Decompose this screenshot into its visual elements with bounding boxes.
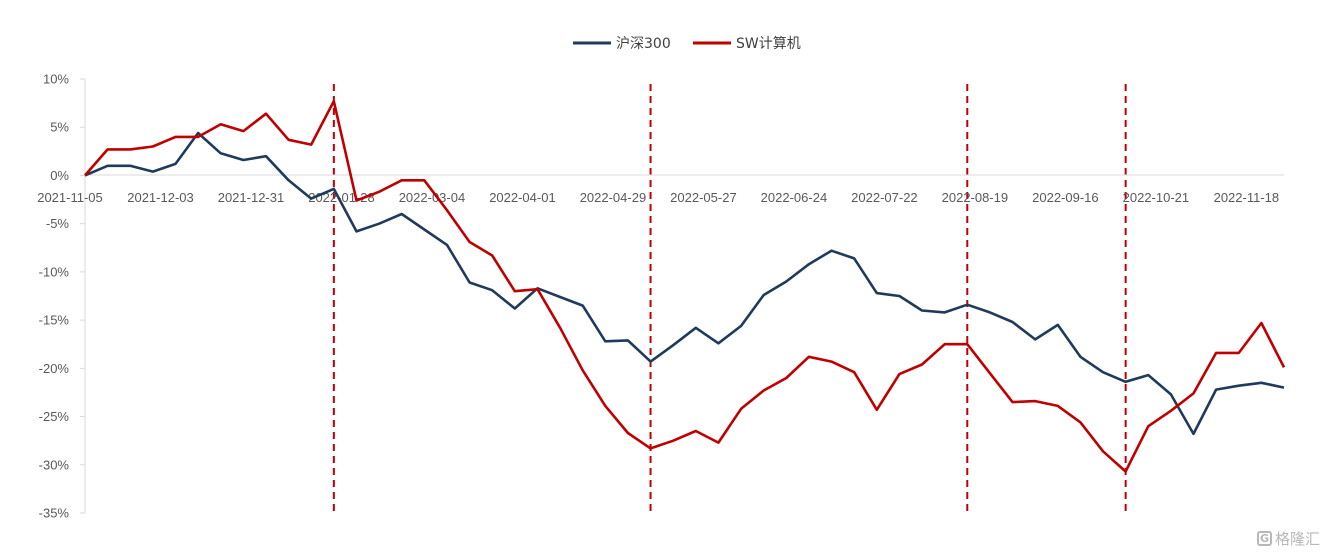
watermark: G 格隆汇 <box>1256 528 1320 549</box>
legend-label-0: 沪深300 <box>616 36 671 52</box>
y-tick-label: -20% <box>39 361 70 376</box>
chart-legend: 沪深300 SW计算机 <box>573 36 801 52</box>
watermark-text: 格隆汇 <box>1274 530 1320 548</box>
x-tick-label: 2021-12-31 <box>218 190 285 205</box>
vertical-markers <box>332 84 1127 511</box>
x-tick-label: 2021-12-03 <box>127 190 194 205</box>
x-tick-label: 2022-04-01 <box>489 190 556 205</box>
y-axis: 10% 5% 0% -5% -10% -15% -20% -25% -30% -35% <box>39 72 86 521</box>
x-tick-label: 2022-10-21 <box>1123 190 1190 205</box>
x-tick-label: 2022-03-04 <box>399 190 466 205</box>
legend-label-1: SW计算机 <box>736 36 801 52</box>
x-tick-label: 2022-04-29 <box>580 190 647 205</box>
y-tick-label: 5% <box>50 120 69 135</box>
y-tick-label: 0% <box>50 168 69 183</box>
x-tick-label: 2022-09-16 <box>1032 190 1099 205</box>
series-line-1 <box>84 99 1286 473</box>
x-tick-label: 2022-05-27 <box>670 190 737 205</box>
y-tick-label: 10% <box>43 72 69 87</box>
x-tick-label: 2022-08-19 <box>942 190 1009 205</box>
y-tick-label: -30% <box>39 457 70 472</box>
x-axis: 2021-11-05 2021-12-03 2021-12-31 2022-01-28… <box>37 174 1284 205</box>
series-line-0 <box>84 131 1285 436</box>
y-tick-label: -35% <box>39 506 70 521</box>
y-tick-label: -15% <box>39 313 70 328</box>
x-tick-label: 2022-11-18 <box>1214 190 1280 205</box>
y-tick-label: -10% <box>39 264 70 279</box>
x-tick-label: 2022-06-24 <box>761 190 828 205</box>
x-tick-label: 2022-07-22 <box>851 190 918 205</box>
x-tick-label: 2021-11-05 <box>37 190 103 205</box>
watermark-logo-icon: G <box>1256 531 1272 546</box>
y-tick-label: -25% <box>39 409 70 424</box>
y-tick-label: -5% <box>46 216 70 231</box>
series-lines <box>84 99 1286 473</box>
